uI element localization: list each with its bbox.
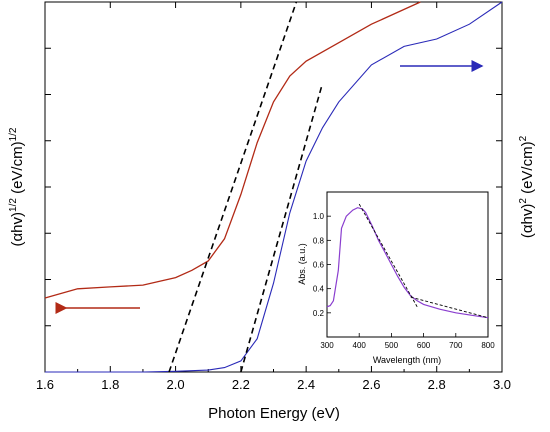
inset-y-axis-title: Abs. (a.u.) (297, 243, 307, 285)
series-right-axis (45, 1, 503, 373)
x-tick-label-0: 1.6 (36, 377, 54, 392)
x-tick-label-5: 2.6 (362, 377, 380, 392)
inset-x-tick-label-2: 500 (385, 341, 399, 350)
main-x-tick-labels: 1.6 1.8 2.0 2.2 2.4 2.6 2.8 3.0 (36, 377, 511, 392)
inset-plot-frame (326, 191, 489, 338)
inset-y-tick-labels: 0.2 0.4 0.6 0.8 1.0 (313, 212, 325, 318)
main-axis-ticks (44, 2, 503, 372)
inset-chart: 300 400 500 600 700 800 0.2 0.4 0.6 0.8 1.0 Wavel… (297, 191, 495, 365)
inset-x-tick-label-4: 700 (449, 341, 463, 350)
inset-absorbance-series (326, 207, 489, 319)
y-axis-title-left: (αhv)1/2 (eV/cm)1/2 (8, 127, 26, 246)
series-left-axis (44, 1, 421, 299)
inset-x-tick-label-5: 800 (481, 341, 495, 350)
inset-y-tick-label-3: 0.8 (313, 236, 325, 245)
inset-y-tick-label-4: 1.0 (313, 212, 325, 221)
x-tick-label-7: 3.0 (493, 377, 511, 392)
inset-x-tick-labels: 300 400 500 600 700 800 (320, 341, 495, 350)
inset-tangent-line-2 (410, 296, 489, 319)
inset-y-tick-label-0: 0.2 (313, 309, 325, 318)
inset-y-tick-label-1: 0.4 (313, 285, 325, 294)
x-tick-label-3: 2.2 (232, 377, 250, 392)
inset-x-tick-label-3: 600 (417, 341, 431, 350)
x-tick-label-6: 2.8 (428, 377, 446, 392)
inset-x-tick-label-1: 400 (353, 341, 367, 350)
tangent-line-left (168, 1, 298, 373)
inset-axis-ticks (326, 215, 489, 337)
x-tick-label-2: 2.0 (167, 377, 185, 392)
inset-y-tick-label-2: 0.6 (313, 261, 325, 270)
inset-x-axis-title: Wavelength (nm) (373, 355, 441, 365)
x-tick-label-1: 1.8 (101, 377, 119, 392)
tangent-line-right (240, 83, 324, 373)
inset-x-tick-label-0: 300 (320, 341, 334, 350)
y-axis-title-right: (αhv)2 (eV/cm)2 (518, 135, 536, 238)
x-axis-title: Photon Energy (eV) (208, 405, 340, 422)
x-tick-label-4: 2.4 (297, 377, 315, 392)
